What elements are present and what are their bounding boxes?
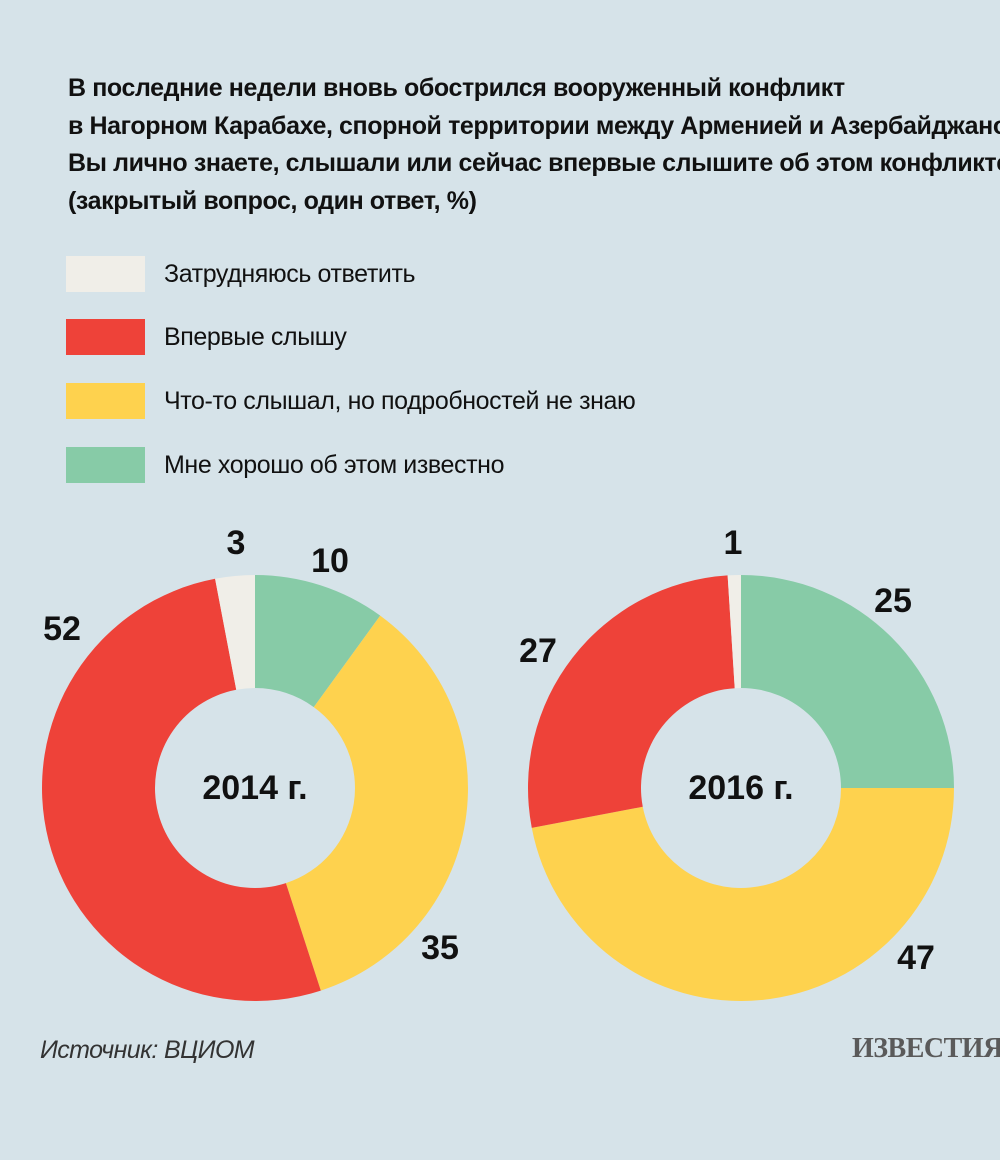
donut-1-value-label-1: 10 (311, 542, 349, 580)
legend-swatch-heard-something (66, 383, 145, 419)
donut-2-slice-4 (727, 575, 741, 689)
donut-2-slice-3 (528, 575, 735, 828)
title-line-4: (закрытый вопрос, один ответ, %) (68, 186, 477, 215)
donut-2-slice-1 (741, 575, 954, 788)
izvestia-logo: ИЗВЕСТИЯ (852, 1033, 1000, 1064)
source-note: Источник: ВЦИОМ (40, 1036, 255, 1064)
donut-1-center-label: 2014 г. (202, 769, 307, 807)
donut-1-slice-4 (215, 575, 255, 690)
donut-2-value-label-3: 27 (519, 632, 557, 670)
title-line-1: В последние недели вновь обострился воор… (68, 74, 845, 102)
legend-label-heard-something: Что-то слышал, но подробностей не знаю (164, 387, 636, 415)
donut-2-center-label: 2016 г. (688, 769, 793, 807)
legend-label-dont-know: Затрудняюсь ответить (164, 260, 416, 288)
donut-2-value-label-2: 47 (897, 939, 935, 977)
donut-1-value-label-2: 35 (421, 929, 459, 967)
title-line-3: Вы лично знаете, слышали или сейчас впер… (68, 149, 1000, 177)
donut-1-value-label-3: 52 (43, 610, 81, 648)
legend-swatch-first-time (66, 319, 145, 355)
title-line-2: в Нагорном Карабахе, спорной территории … (68, 111, 1000, 140)
donut-1-slice-2 (285, 615, 468, 991)
donut-1-slice-1 (255, 575, 381, 708)
chart-title: В последние недели вновь обострился воор… (68, 70, 1000, 220)
donut-2-value-label-1: 25 (874, 582, 912, 620)
donut-1-value-label-4: 3 (227, 524, 246, 562)
legend-label-well-known: Мне хорошо об этом известно (164, 451, 505, 479)
legend-label-first-time: Впервые слышу (164, 323, 347, 351)
donut-2-value-label-4: 1 (724, 524, 743, 562)
legend-swatch-well-known (66, 447, 145, 483)
legend-swatch-dont-know (66, 256, 145, 292)
donut-2-slice-2 (531, 788, 954, 1001)
donut-1-slice-3 (41, 578, 321, 1002)
